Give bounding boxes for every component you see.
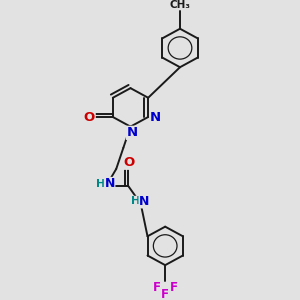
Text: N: N <box>104 178 115 190</box>
Text: H: H <box>131 196 140 206</box>
Text: H: H <box>96 179 105 189</box>
Text: O: O <box>124 156 135 169</box>
Text: N: N <box>139 195 149 208</box>
Text: F: F <box>153 281 161 294</box>
Text: O: O <box>84 110 95 124</box>
Text: N: N <box>150 110 161 124</box>
Text: CH₃: CH₃ <box>169 0 190 10</box>
Text: F: F <box>161 289 169 300</box>
Text: F: F <box>169 281 178 294</box>
Text: N: N <box>126 126 138 139</box>
